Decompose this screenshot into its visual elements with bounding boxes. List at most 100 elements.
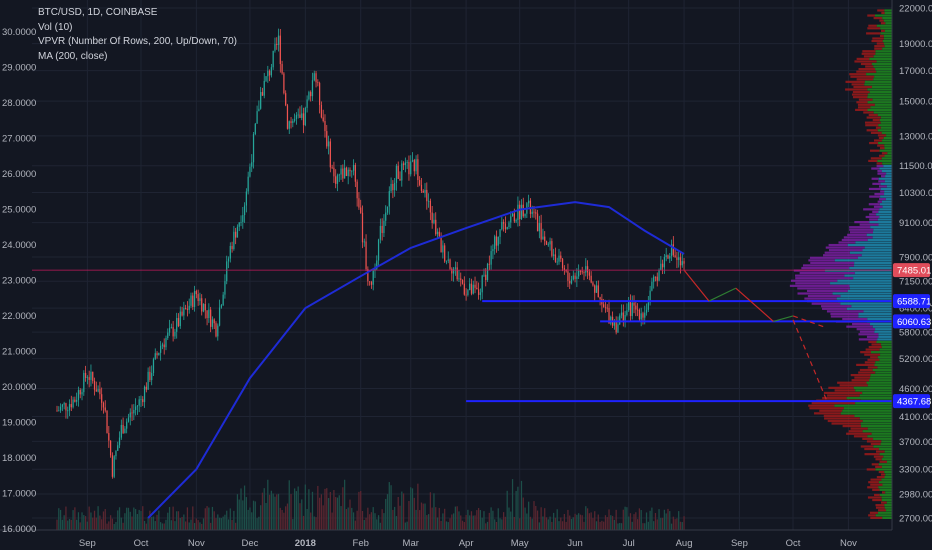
legend-symbol[interactable]: BTC/USD, 1D, COINBASE xyxy=(38,7,158,18)
candle-body xyxy=(463,283,465,295)
candle-body xyxy=(240,221,242,223)
volume-bar xyxy=(83,515,85,530)
volume-bar xyxy=(613,519,616,530)
candle-body xyxy=(563,268,565,271)
candle-body xyxy=(360,207,362,213)
vpvr-bar xyxy=(847,289,892,293)
candle-body xyxy=(167,332,169,338)
candle-body xyxy=(143,386,146,403)
candle-body xyxy=(65,403,67,411)
candle-body xyxy=(390,183,392,192)
vpvr-bar xyxy=(867,93,892,96)
candle-body xyxy=(199,298,201,302)
volume-bar xyxy=(197,520,199,530)
volume-bar xyxy=(335,497,337,530)
candle-body xyxy=(140,399,142,401)
vpvr-bar xyxy=(858,98,873,101)
volume-bar xyxy=(374,513,376,530)
candle-body xyxy=(292,120,294,124)
volume-bar xyxy=(281,509,283,530)
candle-body xyxy=(297,114,299,116)
vpvr-bar xyxy=(858,338,878,341)
vpvr-bar xyxy=(860,351,871,354)
vpvr-bar xyxy=(870,478,882,481)
vpvr-bar xyxy=(869,141,879,145)
volume-bar xyxy=(558,521,560,530)
candle-body xyxy=(444,245,446,262)
legend-vpvr[interactable]: VPVR (Number Of Rows, 200, Up/Down, 70) xyxy=(38,36,237,47)
vpvr-bar xyxy=(810,261,855,264)
vpvr-bar xyxy=(797,292,833,295)
volume-bar xyxy=(115,522,117,530)
candle-body xyxy=(406,161,408,163)
vpvr-bar xyxy=(870,356,878,359)
vpvr-bar xyxy=(877,113,892,117)
projection-segment xyxy=(792,315,828,329)
volume-bar xyxy=(408,500,410,530)
candle-body xyxy=(578,270,580,277)
vpvr-bar xyxy=(823,414,855,417)
vpvr-bar xyxy=(845,88,868,91)
vpvr-bar xyxy=(877,159,892,162)
volume-bar xyxy=(531,518,533,530)
volume-bar xyxy=(354,520,356,530)
volume-bar xyxy=(681,522,683,530)
volume-bar xyxy=(344,479,346,530)
volume-bar xyxy=(533,501,535,530)
candle-body xyxy=(381,225,383,234)
candle-body xyxy=(638,309,641,320)
vpvr-bar xyxy=(854,60,877,63)
volume-bar xyxy=(59,509,62,530)
volume-bar xyxy=(79,522,81,530)
volume-bar xyxy=(61,519,63,530)
candle-body xyxy=(624,315,626,323)
candle-body xyxy=(461,279,464,284)
vpvr-bar xyxy=(875,514,892,517)
candle-body xyxy=(679,257,682,266)
vpvr-bar xyxy=(879,488,892,491)
vpvr-bar xyxy=(862,437,874,440)
volume-bar xyxy=(642,523,644,530)
vpvr-bar xyxy=(855,389,892,392)
candle-body xyxy=(369,281,371,283)
candle-body xyxy=(474,284,476,288)
candle-body xyxy=(95,389,97,392)
volume-bar xyxy=(397,496,399,530)
vpvr-bar xyxy=(858,312,892,315)
legend-vol[interactable]: Vol (10) xyxy=(38,21,73,33)
volume-bar xyxy=(299,503,301,530)
vpvr-bar xyxy=(874,45,885,48)
volume-bar xyxy=(617,523,619,530)
vpvr-bar xyxy=(875,468,892,471)
candle-body xyxy=(254,123,256,135)
time-axis-tick: Apr xyxy=(459,538,474,549)
vpvr-bar xyxy=(859,330,875,333)
left-axis-tick: 28.0000 xyxy=(2,98,36,109)
volume-bar xyxy=(620,523,623,530)
candle-body xyxy=(669,256,671,259)
vpvr-bar xyxy=(886,509,892,512)
candle-body xyxy=(154,353,156,360)
candle-body xyxy=(163,344,165,348)
candle-body xyxy=(84,372,87,378)
volume-bar xyxy=(195,518,197,530)
candle-body xyxy=(606,307,608,309)
candle-body xyxy=(197,294,199,302)
vpvr-bar xyxy=(867,238,892,242)
candle-body xyxy=(363,241,365,243)
legend-ma[interactable]: MA (200, close) xyxy=(38,50,108,62)
vpvr-bar xyxy=(849,266,892,270)
volume-bar xyxy=(526,513,528,530)
volume-bar xyxy=(426,515,428,530)
volume-bar xyxy=(308,489,310,530)
vpvr-bar xyxy=(881,496,892,499)
vpvr-bar xyxy=(884,11,892,15)
candle-body xyxy=(435,219,437,235)
volume-bar xyxy=(635,512,637,530)
candle-body xyxy=(213,319,215,324)
vpvr-bar xyxy=(884,504,892,507)
volume-bar xyxy=(322,505,324,530)
volume-bar xyxy=(101,519,103,530)
